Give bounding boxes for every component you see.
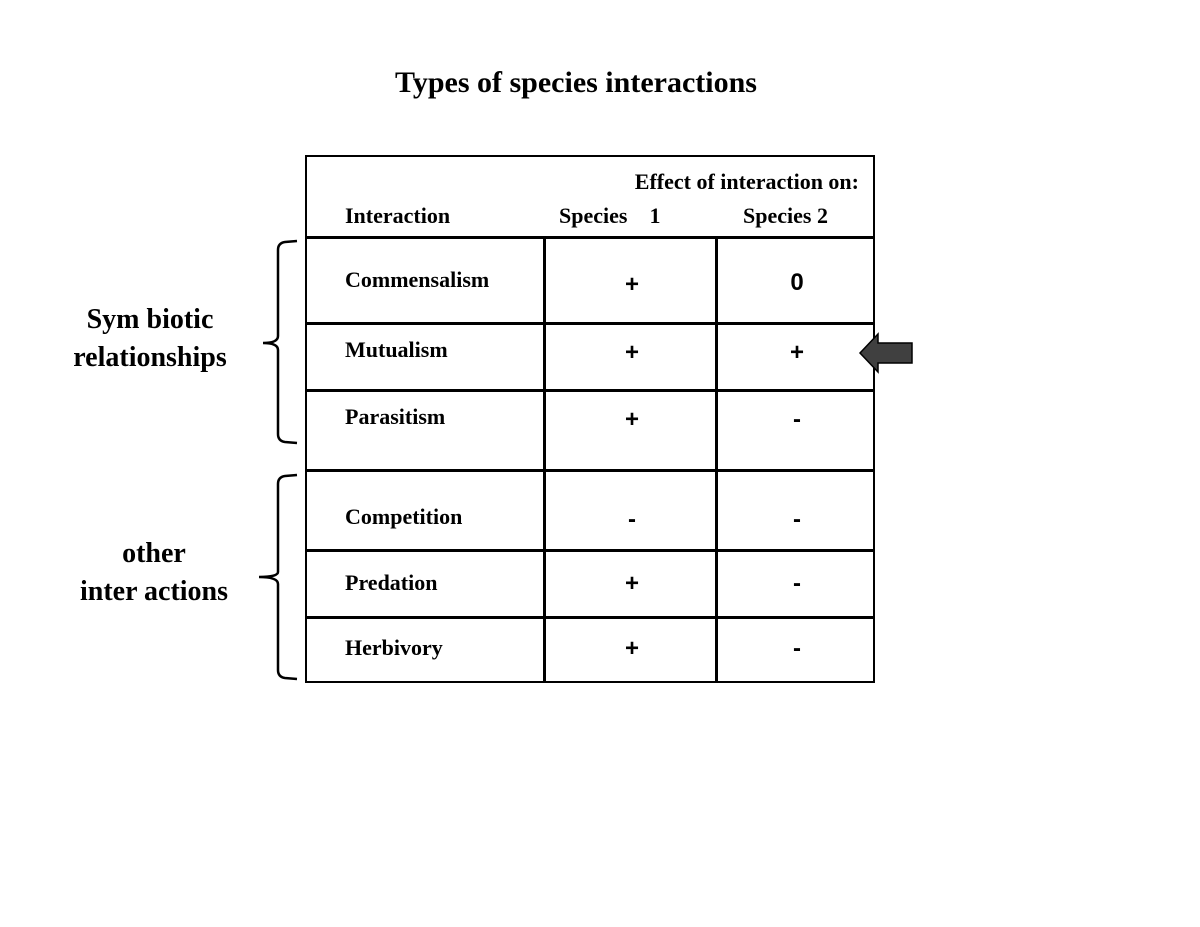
- species1-effect: +: [624, 406, 639, 433]
- species2-effect: -: [793, 506, 801, 533]
- effect-header: Effect of interaction on:: [634, 169, 859, 194]
- species1-effect: +: [624, 339, 639, 366]
- table-row: Predation + -: [307, 552, 873, 619]
- species1-effect: -: [628, 506, 636, 533]
- interaction-name: Competition: [345, 504, 463, 529]
- table-row: Commensalism + 0: [307, 237, 873, 325]
- species2-column-header: Species 2: [743, 203, 828, 228]
- column-divider: [715, 237, 718, 681]
- interaction-name: Herbivory: [345, 635, 443, 660]
- species1-effect: +: [624, 570, 639, 597]
- group-label-line: Sym biotic: [86, 304, 214, 335]
- table-header: Effect of interaction on: Interaction Sp…: [307, 157, 873, 239]
- left-brace-icon: [262, 239, 298, 445]
- table-row: Mutualism + +: [307, 325, 873, 392]
- interaction-name: Predation: [345, 570, 438, 595]
- species2-effect: -: [793, 570, 801, 597]
- interaction-column-header: Interaction: [345, 203, 451, 228]
- interactions-table: Effect of interaction on: Interaction Sp…: [305, 155, 875, 683]
- group-label-line: relationships: [73, 342, 227, 373]
- species2-effect: -: [793, 635, 801, 662]
- species1-effect: +: [624, 271, 639, 298]
- table-row: Herbivory + -: [307, 619, 873, 681]
- symbiotic-group-label: Sym biotic relationships: [40, 301, 260, 377]
- arrow-left-icon: [858, 332, 913, 374]
- interaction-name: Mutualism: [345, 337, 448, 362]
- other-group-label: other inter actions: [44, 535, 264, 611]
- group-label-line: other: [122, 538, 186, 569]
- table-row: Competition - -: [307, 472, 873, 552]
- interaction-name: Commensalism: [345, 267, 490, 292]
- column-divider: [543, 237, 546, 681]
- species2-effect: 0: [790, 269, 804, 296]
- species1-column-header: Species 1: [559, 203, 661, 228]
- page-title: Types of species interactions: [395, 66, 757, 99]
- species2-effect: -: [793, 406, 801, 433]
- species1-effect: +: [624, 635, 639, 662]
- interaction-name: Parasitism: [345, 404, 446, 429]
- species2-effect: +: [789, 339, 804, 366]
- table-row: Parasitism + -: [307, 392, 873, 472]
- group-label-line: inter actions: [79, 576, 229, 607]
- left-brace-icon: [258, 473, 298, 681]
